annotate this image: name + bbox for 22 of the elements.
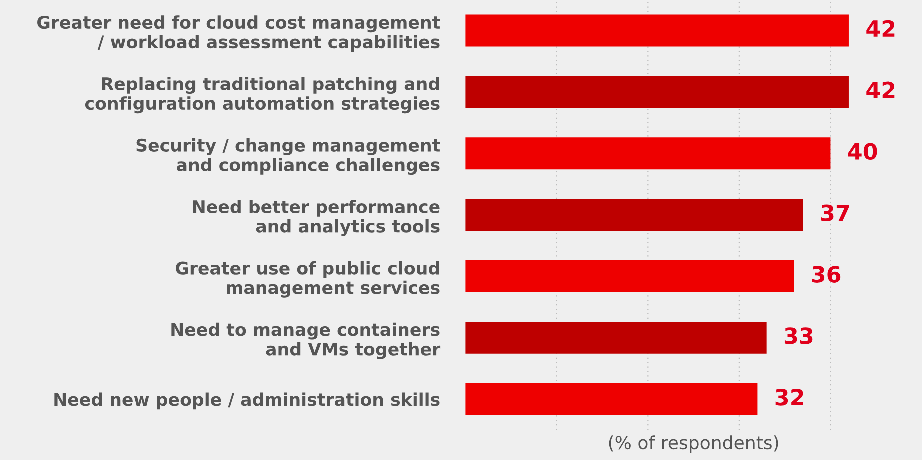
bar: [466, 260, 794, 292]
y-tick-label: Greater need for cloud cost management / workload assessment capabilities: [38, 16, 440, 52]
y-tick-label: Security / change management and compliance challenges: [136, 138, 440, 176]
bar: [466, 383, 758, 416]
bar: [466, 138, 831, 170]
data-label: 36: [812, 266, 841, 283]
bar: [466, 322, 767, 354]
bar: [466, 199, 804, 232]
data-label: 33: [784, 328, 813, 344]
data-label: 37: [821, 204, 850, 222]
data-label: 42: [866, 20, 895, 37]
data-label: 42: [866, 82, 895, 98]
bar: [466, 76, 849, 108]
data-label: 40: [848, 143, 878, 160]
bar: [466, 14, 849, 47]
data-label: 32: [776, 389, 804, 406]
y-tick-label: Need better performance and analytics tools: [193, 200, 440, 236]
x-axis-title: (% of respondents): [609, 436, 778, 454]
y-tick-label: Need new people / administration skills: [54, 392, 440, 410]
y-tick-label: Need to manage containers and VMs together: [172, 322, 441, 360]
y-tick-label: Greater use of public cloud management services: [176, 261, 440, 298]
y-tick-label: Replacing traditional patching and configuration automation strategies: [85, 77, 440, 114]
